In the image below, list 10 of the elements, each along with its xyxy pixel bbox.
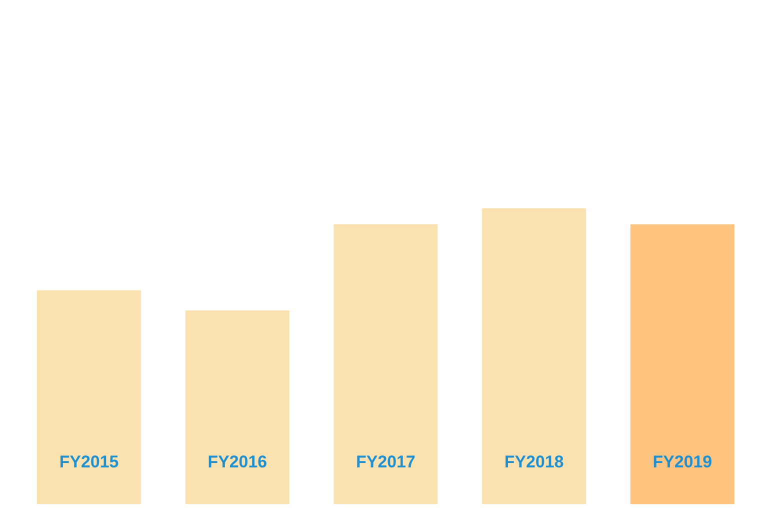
bar (185, 310, 290, 504)
bar (334, 224, 438, 504)
bar (630, 224, 734, 504)
bar (37, 290, 142, 504)
bar (482, 208, 586, 504)
x-tick-label: FY2017 (357, 455, 415, 468)
x-tick-label: FY2016 (208, 455, 266, 468)
x-tick-label: FY2015 (60, 455, 118, 468)
x-tick-label: FY2018 (506, 455, 564, 468)
x-tick-label: FY2019 (654, 455, 712, 468)
